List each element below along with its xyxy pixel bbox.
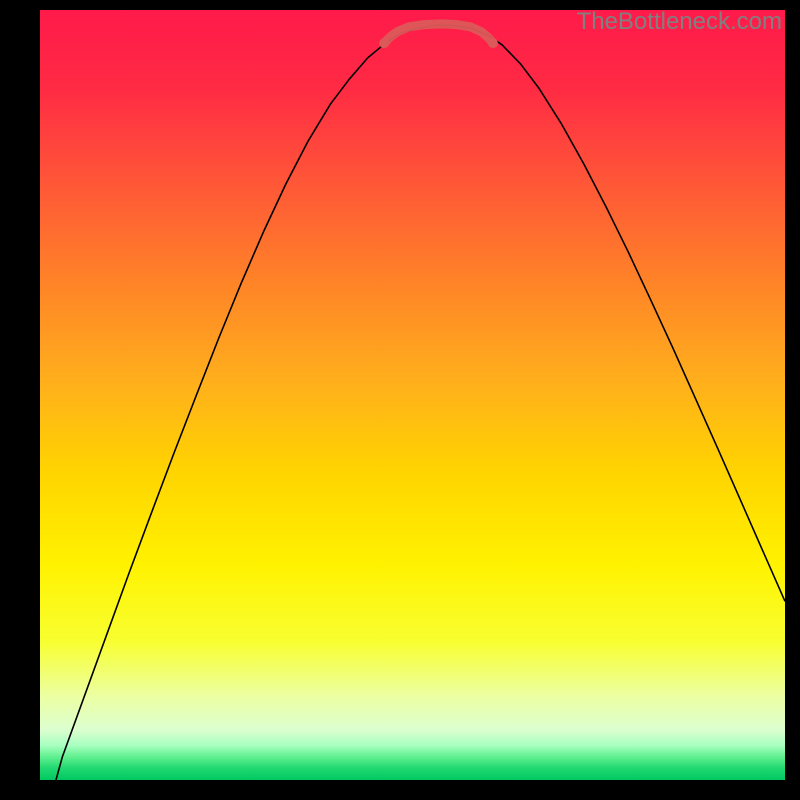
optimal-range-dot-left [379,38,389,48]
chart-frame: TheBottleneck.com [0,0,800,800]
optimal-range-dot-right [488,38,498,48]
optimal-range-segment [384,24,493,43]
bottleneck-curve [47,25,785,800]
plot-area [40,10,785,780]
watermark-text: TheBottleneck.com [577,8,782,36]
chart-svg [40,10,785,780]
